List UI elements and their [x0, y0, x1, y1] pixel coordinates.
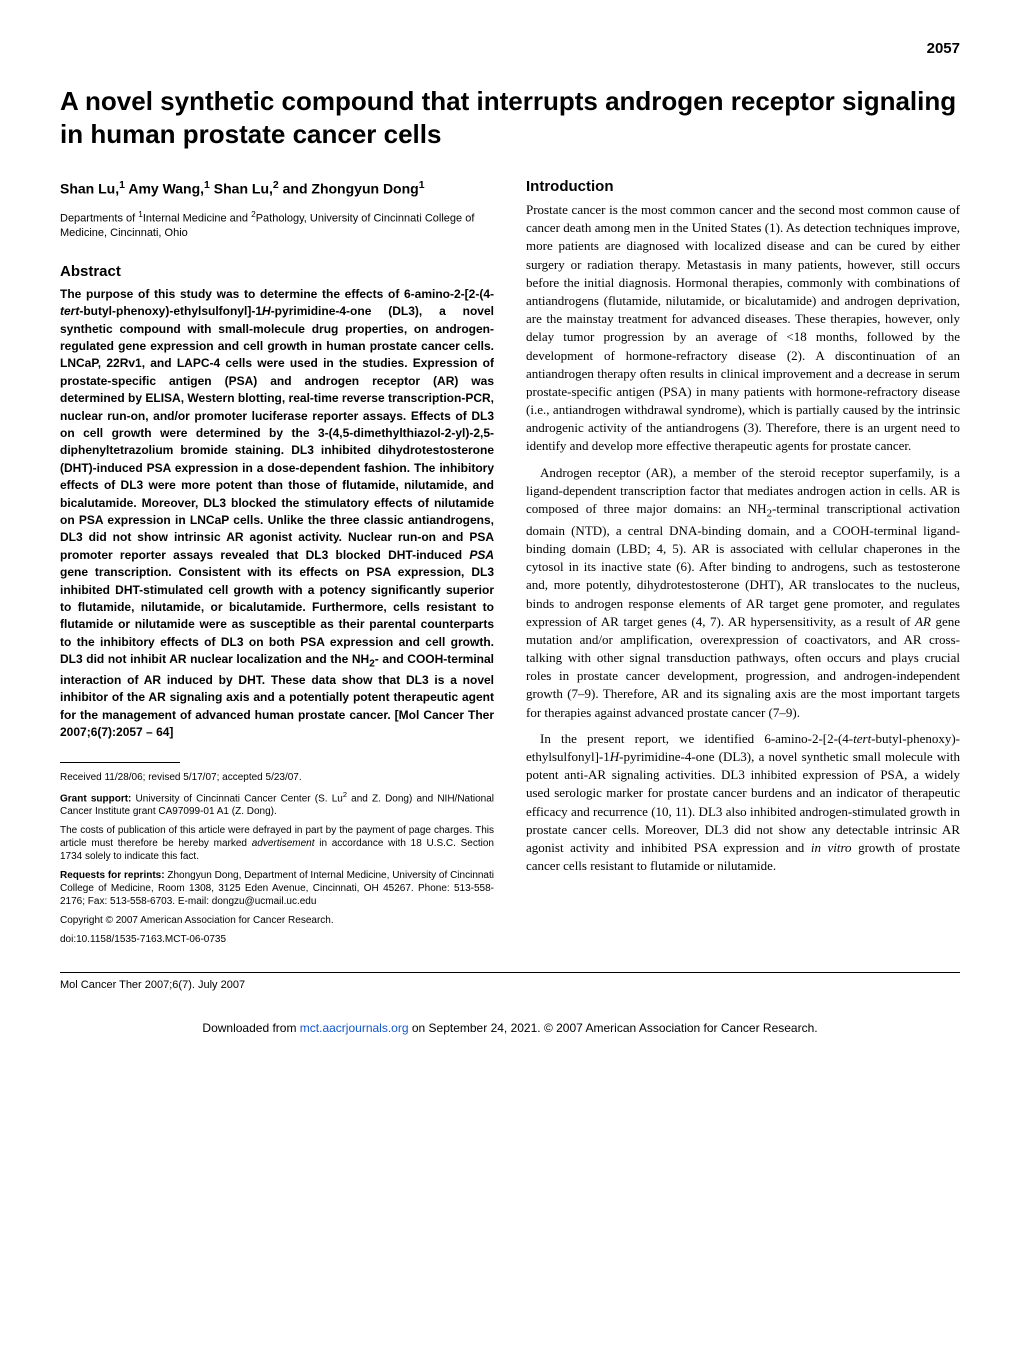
footnote-received: Received 11/28/06; revised 5/17/07; acce… — [60, 771, 494, 784]
abstract-heading: Abstract — [60, 263, 494, 280]
right-column: Introduction Prostate cancer is the most… — [526, 178, 960, 952]
intro-paragraph-3: In the present report, we identified 6-a… — [526, 730, 960, 876]
footer-rule — [60, 972, 960, 973]
footnote-reprints: Requests for reprints: Zhongyun Dong, De… — [60, 869, 494, 908]
footnote-grant: Grant support: University of Cincinnati … — [60, 790, 494, 818]
footnote-costs: The costs of publication of this article… — [60, 824, 494, 863]
footnote-copyright: Copyright © 2007 American Association fo… — [60, 914, 494, 927]
abstract-body: The purpose of this study was to determi… — [60, 286, 494, 742]
article-title: A novel synthetic compound that interrup… — [60, 85, 960, 150]
author-list: Shan Lu,1 Amy Wang,1 Shan Lu,2 and Zhong… — [60, 178, 494, 199]
left-column: Shan Lu,1 Amy Wang,1 Shan Lu,2 and Zhong… — [60, 178, 494, 952]
intro-paragraph-2: Androgen receptor (AR), a member of the … — [526, 464, 960, 722]
journal-footer: Mol Cancer Ther 2007;6(7). July 2007 — [60, 979, 960, 991]
introduction-heading: Introduction — [526, 178, 960, 195]
download-note: Downloaded from mct.aacrjournals.org on … — [60, 1021, 960, 1035]
footnote-doi: doi:10.1158/1535-7163.MCT-06-0735 — [60, 933, 494, 946]
affiliation: Departments of 1Internal Medicine and 2P… — [60, 209, 494, 241]
intro-paragraph-1: Prostate cancer is the most common cance… — [526, 201, 960, 456]
two-column-layout: Shan Lu,1 Amy Wang,1 Shan Lu,2 and Zhong… — [60, 178, 960, 952]
footnote-rule — [60, 762, 180, 763]
page-number: 2057 — [60, 40, 960, 57]
